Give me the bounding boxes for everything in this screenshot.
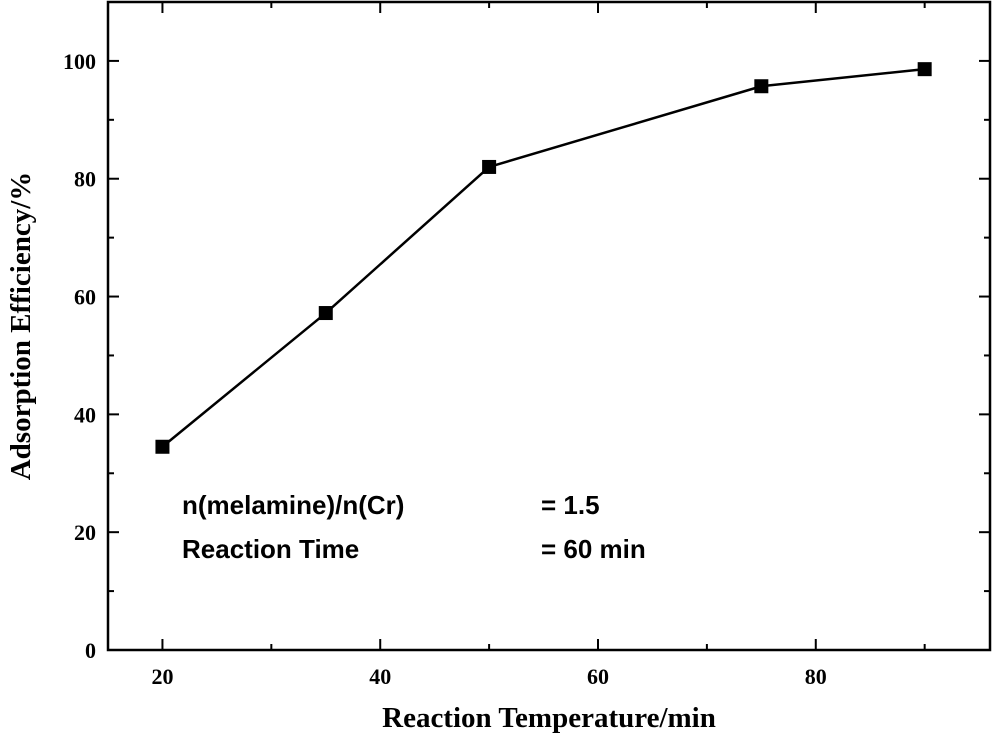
y-tick-label: 100 xyxy=(63,49,96,74)
annotation-time-label: Reaction Time xyxy=(182,534,359,564)
plot-frame xyxy=(106,0,992,652)
axis-ticks: 20 40 60 80 0 20 40 60 80 100 xyxy=(63,1,990,689)
y-tick-label: 20 xyxy=(74,520,96,545)
x-tick-label: 40 xyxy=(369,664,391,689)
y-tick-label: 40 xyxy=(74,402,96,427)
y-axis-title: Adsorption Efficiency/% xyxy=(5,172,37,481)
y-tick-label: 0 xyxy=(85,638,96,663)
x-tick-label: 20 xyxy=(151,664,173,689)
y-tick-label: 60 xyxy=(74,285,96,310)
data-point-marker xyxy=(917,62,932,77)
x-tick-label: 60 xyxy=(587,664,609,689)
annotation-ratio-value: = 1.5 xyxy=(541,490,600,520)
data-point-marker xyxy=(318,306,333,321)
data-point-marker xyxy=(155,439,170,454)
x-tick-label: 80 xyxy=(805,664,827,689)
series-layer xyxy=(155,62,932,454)
data-point-marker xyxy=(754,79,769,94)
annotation-ratio-label: n(melamine)/n(Cr) xyxy=(182,490,404,520)
series-line xyxy=(161,67,925,448)
x-axis-title: Reaction Temperature/min xyxy=(382,702,716,734)
data-point-marker xyxy=(482,159,497,174)
y-tick-label: 80 xyxy=(74,167,96,192)
annotation-time-value: = 60 min xyxy=(541,534,646,564)
